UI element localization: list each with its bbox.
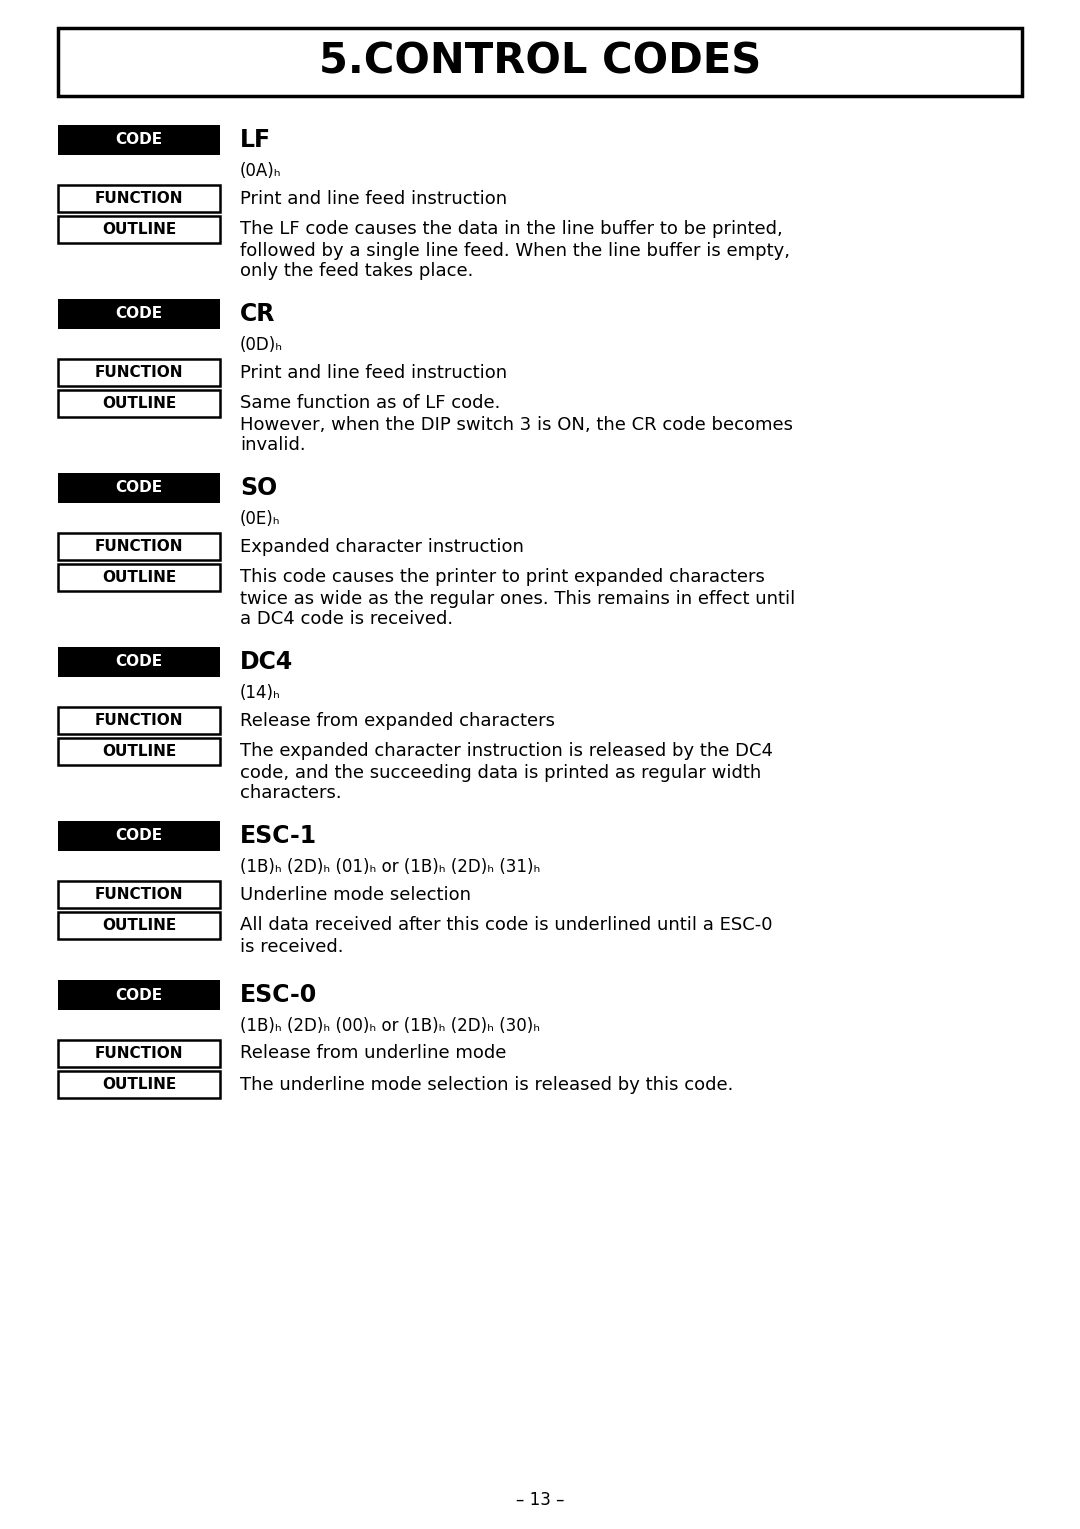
Text: (14)ₕ: (14)ₕ — [240, 683, 281, 702]
Text: CODE: CODE — [116, 654, 163, 670]
Text: (0D)ₕ: (0D)ₕ — [240, 336, 283, 355]
Text: only the feed takes place.: only the feed takes place. — [240, 263, 473, 280]
Bar — [58, 911, 220, 939]
Text: 5.CONTROL CODES: 5.CONTROL CODES — [319, 41, 761, 83]
Text: LF: LF — [240, 128, 271, 151]
Text: CODE: CODE — [116, 133, 163, 147]
Text: Release from underline mode: Release from underline mode — [240, 1044, 507, 1063]
Text: CODE: CODE — [116, 480, 163, 495]
Bar — [58, 185, 220, 213]
Text: CODE: CODE — [116, 829, 163, 844]
Text: This code causes the printer to print expanded characters: This code causes the printer to print ex… — [240, 569, 765, 587]
Text: (0A)ₕ: (0A)ₕ — [240, 162, 282, 180]
Text: twice as wide as the regular ones. This remains in effect until: twice as wide as the regular ones. This … — [240, 590, 795, 607]
Text: The underline mode selection is released by this code.: The underline mode selection is released… — [240, 1075, 733, 1093]
Text: Print and line feed instruction: Print and line feed instruction — [240, 190, 508, 208]
Bar — [58, 1070, 220, 1098]
Text: OUTLINE: OUTLINE — [102, 745, 176, 758]
Text: FUNCTION: FUNCTION — [95, 191, 184, 206]
Text: FUNCTION: FUNCTION — [95, 1046, 184, 1061]
Text: FUNCTION: FUNCTION — [95, 540, 184, 553]
Text: OUTLINE: OUTLINE — [102, 570, 176, 586]
Text: OUTLINE: OUTLINE — [102, 1076, 176, 1092]
Bar — [58, 647, 220, 677]
Bar — [58, 472, 220, 503]
Bar — [58, 881, 220, 908]
Text: OUTLINE: OUTLINE — [102, 222, 176, 237]
Text: code, and the succeeding data is printed as regular width: code, and the succeeding data is printed… — [240, 763, 761, 781]
Text: SO: SO — [240, 476, 278, 500]
Text: FUNCTION: FUNCTION — [95, 365, 184, 381]
Text: characters.: characters. — [240, 784, 341, 803]
Text: Expanded character instruction: Expanded character instruction — [240, 538, 524, 555]
Text: (1B)ₕ (2D)ₕ (01)ₕ or (1B)ₕ (2D)ₕ (31)ₕ: (1B)ₕ (2D)ₕ (01)ₕ or (1B)ₕ (2D)ₕ (31)ₕ — [240, 858, 540, 876]
Text: followed by a single line feed. When the line buffer is empty,: followed by a single line feed. When the… — [240, 242, 789, 260]
Text: DC4: DC4 — [240, 650, 294, 674]
Bar — [58, 534, 220, 560]
Text: a DC4 code is received.: a DC4 code is received. — [240, 610, 454, 628]
Text: OUTLINE: OUTLINE — [102, 917, 176, 933]
Text: is received.: is received. — [240, 937, 343, 956]
Bar — [58, 564, 220, 592]
Bar — [58, 390, 220, 417]
Text: Same function as of LF code.: Same function as of LF code. — [240, 394, 500, 413]
Text: The expanded character instruction is released by the DC4: The expanded character instruction is re… — [240, 743, 773, 760]
Bar — [58, 821, 220, 852]
Text: The LF code causes the data in the line buffer to be printed,: The LF code causes the data in the line … — [240, 220, 783, 239]
Text: OUTLINE: OUTLINE — [102, 396, 176, 411]
Bar — [58, 1040, 220, 1067]
Text: FUNCTION: FUNCTION — [95, 887, 184, 902]
Bar — [58, 739, 220, 764]
Text: (0E)ₕ: (0E)ₕ — [240, 511, 281, 528]
Text: ESC-0: ESC-0 — [240, 983, 318, 1008]
Bar — [58, 706, 220, 734]
Text: CODE: CODE — [116, 988, 163, 1003]
Text: CR: CR — [240, 303, 275, 326]
Text: (1B)ₕ (2D)ₕ (00)ₕ or (1B)ₕ (2D)ₕ (30)ₕ: (1B)ₕ (2D)ₕ (00)ₕ or (1B)ₕ (2D)ₕ (30)ₕ — [240, 1017, 540, 1035]
FancyBboxPatch shape — [58, 28, 1022, 96]
Text: Print and line feed instruction: Print and line feed instruction — [240, 364, 508, 382]
Bar — [58, 125, 220, 154]
Text: CODE: CODE — [116, 306, 163, 321]
Text: However, when the DIP switch 3 is ON, the CR code becomes: However, when the DIP switch 3 is ON, th… — [240, 416, 793, 434]
Text: Release from expanded characters: Release from expanded characters — [240, 711, 555, 729]
Text: invalid.: invalid. — [240, 436, 306, 454]
Bar — [58, 980, 220, 1011]
Bar — [58, 359, 220, 385]
Bar — [58, 216, 220, 243]
Text: – 13 –: – 13 – — [516, 1491, 564, 1509]
Text: All data received after this code is underlined until a ESC-0: All data received after this code is und… — [240, 916, 772, 934]
Text: FUNCTION: FUNCTION — [95, 713, 184, 728]
Bar — [58, 300, 220, 329]
Text: Underline mode selection: Underline mode selection — [240, 885, 471, 904]
Text: ESC-1: ESC-1 — [240, 824, 318, 849]
